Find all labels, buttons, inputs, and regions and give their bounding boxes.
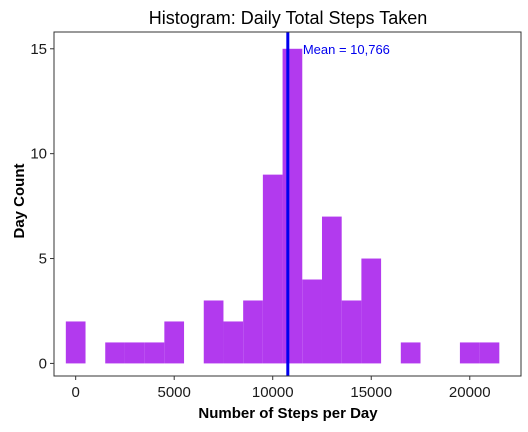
histogram-bar [262, 174, 283, 364]
x-tick-label: 20000 [449, 384, 491, 401]
mean-label: Mean = 10,766 [303, 42, 390, 57]
histogram-bar [282, 48, 303, 364]
histogram-bar [341, 300, 362, 364]
mean-layer: Mean = 10,766 [286, 32, 390, 376]
histogram-bar [65, 321, 86, 364]
histogram-bar [302, 279, 322, 364]
histogram-bar [105, 342, 125, 364]
histogram-bar [144, 342, 165, 364]
x-axis-title: Number of Steps per Day [198, 405, 378, 422]
plot-border [53, 31, 522, 377]
histogram-bar [321, 216, 342, 364]
histogram-bar [203, 300, 224, 364]
histogram-bar [124, 342, 145, 364]
histogram-bar [361, 258, 382, 364]
histogram-bar [164, 321, 185, 364]
y-axis: 0 5 10 15 [30, 41, 54, 372]
y-tick-label: 0 [39, 355, 47, 372]
x-tick-label: 15000 [350, 384, 392, 401]
y-axis-title: Day Count [11, 163, 28, 238]
histogram-bar [223, 321, 244, 364]
histogram-bar [243, 300, 263, 364]
chart-title: Histogram: Daily Total Steps Taken [149, 8, 427, 28]
y-tick-label: 10 [30, 146, 47, 163]
y-tick-label: 15 [30, 41, 47, 58]
x-tick-label: 0 [72, 384, 80, 401]
x-tick-label: 5000 [158, 384, 191, 401]
histogram-bar [459, 342, 480, 364]
histogram-bar [479, 342, 500, 364]
x-axis: 0 5000 10000 15000 20000 [72, 376, 491, 401]
x-tick-label: 10000 [252, 384, 294, 401]
histogram-bars [65, 48, 500, 364]
histogram-bar [400, 342, 421, 364]
y-tick-label: 5 [39, 251, 47, 268]
